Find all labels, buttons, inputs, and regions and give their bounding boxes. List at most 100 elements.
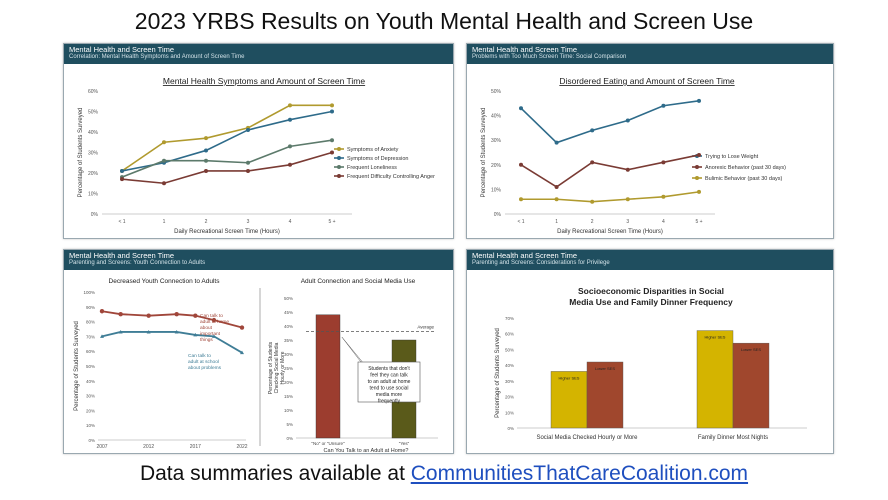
data-point bbox=[288, 144, 292, 149]
y-tick-label: 40% bbox=[88, 130, 99, 136]
series-line bbox=[121, 104, 332, 172]
y-tick-label: 60% bbox=[86, 349, 95, 354]
chart-title: Decreased Youth Connection to Adults bbox=[109, 278, 221, 285]
y-tick-label: 50% bbox=[86, 364, 95, 369]
footer-text: Data summaries available at bbox=[139, 462, 411, 485]
data-point bbox=[554, 184, 559, 189]
y-tick-label: 50% bbox=[88, 110, 99, 116]
data-point bbox=[330, 109, 334, 114]
callout-text: to an adult at home bbox=[368, 379, 411, 385]
data-point bbox=[590, 199, 595, 204]
y-tick-label: 0% bbox=[494, 212, 502, 218]
y-tick-label: 0% bbox=[91, 212, 99, 218]
data-point bbox=[288, 103, 292, 108]
data-point bbox=[288, 162, 292, 167]
data-point bbox=[554, 197, 559, 202]
data-point bbox=[193, 332, 198, 337]
data-point bbox=[590, 160, 595, 165]
series-line bbox=[520, 154, 700, 188]
panel-header: Mental Health and Screen Time Parenting … bbox=[64, 250, 453, 270]
y-tick-label: 40% bbox=[491, 114, 502, 120]
data-point bbox=[212, 334, 216, 338]
x-tick-label: 1 bbox=[163, 219, 166, 225]
data-point bbox=[519, 106, 523, 111]
data-point bbox=[661, 194, 666, 199]
data-point bbox=[193, 313, 198, 318]
y-tick-label: 30% bbox=[86, 394, 95, 399]
legend-label: Bulimic Behavior (past 30 days) bbox=[705, 176, 783, 182]
data-point bbox=[204, 148, 208, 153]
y-tick-label: 5% bbox=[286, 422, 293, 427]
y-tick-label: 30% bbox=[505, 379, 514, 384]
legend-marker bbox=[337, 165, 341, 169]
chart-socioeconomic-disparities: Socioeconomic Disparities in SocialMedia… bbox=[495, 286, 807, 441]
x-tick-label: < 1 bbox=[517, 219, 524, 225]
panel-header-title: Mental Health and Screen Time bbox=[472, 45, 578, 54]
panel-header: Mental Health and Screen Time Correlatio… bbox=[64, 44, 453, 64]
chart-title: Media Use and Family Dinner Frequency bbox=[569, 297, 733, 307]
annotation-home: Can talk to bbox=[200, 313, 223, 319]
page-title: 2023 YRBS Results on Youth Mental Health… bbox=[134, 8, 754, 34]
data-point bbox=[118, 329, 123, 334]
data-point bbox=[330, 103, 334, 108]
bar-series-label: Lower SES bbox=[595, 366, 615, 371]
data-point bbox=[330, 138, 334, 143]
y-axis-label: Hourly or More bbox=[280, 351, 286, 384]
panel-header: Mental Health and Screen Time Parenting … bbox=[467, 250, 833, 270]
data-point bbox=[697, 98, 701, 103]
annotation-home: things bbox=[200, 337, 213, 343]
bar bbox=[586, 361, 624, 429]
y-tick-label: 80% bbox=[86, 320, 95, 325]
data-point bbox=[330, 150, 334, 155]
series-line bbox=[521, 191, 700, 203]
data-point bbox=[590, 128, 595, 133]
y-tick-label: 40% bbox=[505, 363, 514, 368]
panel-header-subtitle: Parenting and Screens: Youth Connection … bbox=[69, 260, 206, 266]
data-point bbox=[625, 167, 630, 172]
panel-socioeconomic: Mental Health and Screen Time Parenting … bbox=[466, 249, 834, 454]
data-point bbox=[239, 325, 245, 330]
y-tick-label: 0% bbox=[286, 436, 293, 441]
bar bbox=[315, 314, 341, 439]
callout-text: Students that don't bbox=[368, 366, 410, 372]
y-axis-label: Percentage of Students Surveyed bbox=[481, 108, 487, 198]
chart-mental-health-symptoms: Mental Health Symptoms and Amount of Scr… bbox=[78, 76, 435, 235]
legend-label: Frequent Difficulty Controlling Anger bbox=[347, 174, 435, 180]
data-point bbox=[288, 117, 292, 122]
y-axis-label: Percentage of Students Surveyed bbox=[78, 108, 84, 198]
footer-link[interactable]: CommunitiesThatCareCoalition.com bbox=[410, 462, 749, 485]
data-point bbox=[625, 118, 630, 123]
panel-screen-time-symptoms: Mental Health and Screen Time Correlatio… bbox=[63, 43, 454, 239]
x-tick-label: 5 + bbox=[695, 219, 702, 225]
x-tick-label: 4 bbox=[662, 219, 665, 225]
x-axis-label: Daily Recreational Screen Time (Hours) bbox=[557, 229, 663, 235]
footer: Data summaries available at CommunitiesT… bbox=[0, 462, 888, 486]
y-tick-label: 30% bbox=[88, 151, 99, 157]
chart-disordered-eating: Disordered Eating and Amount of Screen T… bbox=[481, 76, 786, 235]
x-tick-label: 2 bbox=[205, 219, 208, 225]
data-point bbox=[162, 140, 166, 145]
y-tick-label: 30% bbox=[491, 138, 502, 144]
x-tick-label: 3 bbox=[626, 219, 629, 225]
y-tick-label: 20% bbox=[88, 171, 99, 177]
data-point bbox=[246, 168, 250, 173]
bar-series-label: Higher SES bbox=[705, 335, 726, 340]
data-point bbox=[697, 189, 701, 194]
y-tick-label: 100% bbox=[83, 290, 95, 295]
callout-text: tend to use social bbox=[370, 386, 409, 392]
chart-title: Socioeconomic Disparities in Social bbox=[578, 286, 724, 296]
y-tick-label: 90% bbox=[86, 305, 95, 310]
legend-marker bbox=[337, 147, 341, 151]
series-line bbox=[520, 100, 700, 144]
data-point bbox=[100, 334, 104, 338]
y-tick-label: 10% bbox=[505, 410, 514, 415]
x-tick-label: 1 bbox=[555, 219, 558, 225]
y-axis-label: Percentage of Students Surveyed bbox=[74, 321, 80, 411]
data-point bbox=[162, 181, 166, 186]
data-point bbox=[519, 162, 523, 167]
x-tick-label: 2017 bbox=[190, 444, 201, 450]
data-point bbox=[146, 329, 151, 334]
y-tick-label: 40% bbox=[86, 379, 95, 384]
data-point bbox=[174, 329, 179, 334]
x-tick-label: 2012 bbox=[143, 444, 154, 450]
